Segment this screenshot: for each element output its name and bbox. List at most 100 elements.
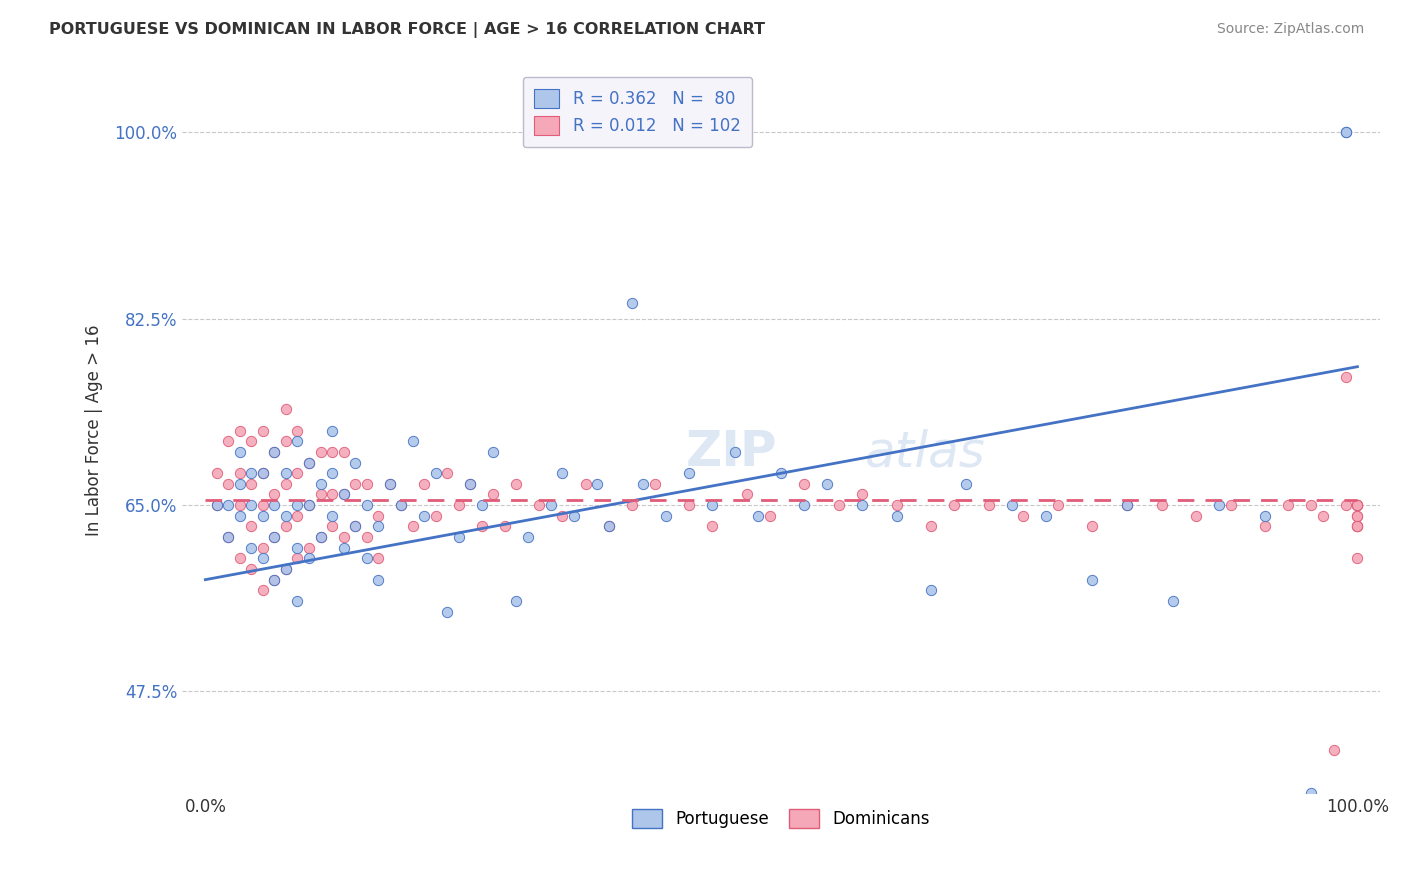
Point: [378, 476, 401, 491]
Point: [240, 541, 263, 555]
Point: [356, 530, 378, 544]
Point: [240, 466, 263, 480]
Point: [631, 476, 654, 491]
Point: [309, 476, 332, 491]
Point: [332, 530, 354, 544]
Point: [229, 476, 252, 491]
Point: [332, 445, 354, 459]
Point: [1301, 786, 1323, 800]
Point: [1346, 519, 1368, 533]
Point: [263, 487, 285, 501]
Point: [562, 508, 585, 523]
Point: [529, 498, 551, 512]
Point: [1150, 498, 1173, 512]
Point: [274, 562, 297, 576]
Point: [920, 519, 942, 533]
Point: [332, 541, 354, 555]
Point: [574, 476, 596, 491]
Point: [274, 508, 297, 523]
Point: [298, 456, 321, 470]
Point: [240, 434, 263, 449]
Point: [367, 551, 389, 566]
Point: [828, 498, 851, 512]
Point: [274, 476, 297, 491]
Point: [229, 498, 252, 512]
Point: [1323, 743, 1346, 757]
Point: [274, 402, 297, 417]
Point: [702, 498, 724, 512]
Point: [252, 583, 274, 598]
Point: [598, 519, 620, 533]
Point: [274, 519, 297, 533]
Point: [263, 530, 285, 544]
Point: [252, 541, 274, 555]
Point: [1116, 498, 1139, 512]
Point: [620, 295, 643, 310]
Point: [263, 573, 285, 587]
Point: [344, 519, 367, 533]
Point: [505, 476, 527, 491]
Point: [482, 445, 505, 459]
Point: [252, 466, 274, 480]
Point: [309, 445, 332, 459]
Point: [287, 551, 309, 566]
Point: [287, 508, 309, 523]
Point: [793, 498, 815, 512]
Point: [263, 498, 285, 512]
Text: atlas: atlas: [865, 428, 986, 476]
Point: [1346, 508, 1368, 523]
Point: [1081, 519, 1104, 533]
Point: [367, 508, 389, 523]
Point: [425, 466, 447, 480]
Point: [655, 508, 678, 523]
Point: [298, 541, 321, 555]
Point: [458, 476, 481, 491]
Point: [217, 498, 239, 512]
Point: [205, 498, 228, 512]
Point: [263, 445, 285, 459]
Legend: Portuguese, Dominicans: Portuguese, Dominicans: [626, 803, 936, 835]
Point: [551, 508, 574, 523]
Point: [389, 498, 412, 512]
Point: [287, 498, 309, 512]
Text: ZIP: ZIP: [686, 428, 778, 476]
Point: [402, 434, 425, 449]
Point: [1116, 498, 1139, 512]
Point: [413, 508, 436, 523]
Point: [321, 508, 343, 523]
Point: [505, 594, 527, 608]
Point: [1346, 498, 1368, 512]
Point: [886, 508, 908, 523]
Point: [287, 541, 309, 555]
Point: [344, 476, 367, 491]
Point: [205, 498, 228, 512]
Point: [1334, 125, 1357, 139]
Point: [356, 498, 378, 512]
Point: [759, 508, 782, 523]
Point: [1012, 508, 1035, 523]
Point: [598, 519, 620, 533]
Point: [886, 498, 908, 512]
Point: [1219, 498, 1241, 512]
Point: [770, 466, 793, 480]
Point: [252, 466, 274, 480]
Point: [287, 434, 309, 449]
Point: [458, 476, 481, 491]
Point: [356, 551, 378, 566]
Point: [644, 476, 666, 491]
Point: [955, 476, 977, 491]
Point: [1035, 508, 1057, 523]
Point: [205, 466, 228, 480]
Point: [1208, 498, 1230, 512]
Point: [332, 487, 354, 501]
Point: [287, 594, 309, 608]
Point: [240, 562, 263, 576]
Point: [229, 551, 252, 566]
Point: [321, 487, 343, 501]
Point: [229, 445, 252, 459]
Point: [367, 519, 389, 533]
Point: [471, 519, 494, 533]
Point: [436, 466, 458, 480]
Point: [851, 487, 873, 501]
Point: [217, 530, 239, 544]
